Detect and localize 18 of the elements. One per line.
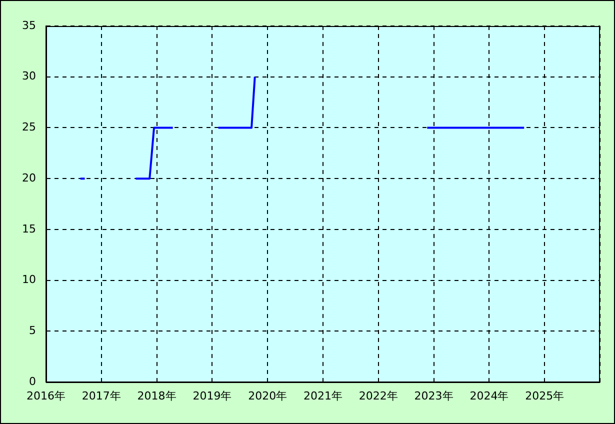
y-tick-label: 10	[22, 273, 36, 286]
y-tick-label: 30	[22, 70, 36, 83]
x-tick-label: 2024年	[470, 389, 509, 402]
x-tick-label: 2025年	[525, 389, 564, 402]
x-tick-label: 2021年	[304, 389, 342, 402]
y-tick-label: 25	[22, 120, 36, 134]
y-tick-label: 15	[22, 222, 36, 236]
y-tick-label: 20	[22, 171, 36, 184]
y-tick-label: 35	[22, 18, 36, 32]
y-tick-label: 5	[29, 324, 36, 337]
x-tick-label: 2019年	[192, 389, 232, 402]
x-tick-label: 2023年	[414, 389, 454, 402]
y-tick-label: 0	[29, 374, 36, 388]
x-tick-label: 2016年	[26, 389, 66, 402]
x-tick-label: 2022年	[358, 389, 398, 402]
x-tick-label: 2018年	[137, 389, 176, 402]
x-tick-label: 2017年	[82, 389, 121, 402]
x-tick-label: 2020年	[248, 389, 288, 402]
